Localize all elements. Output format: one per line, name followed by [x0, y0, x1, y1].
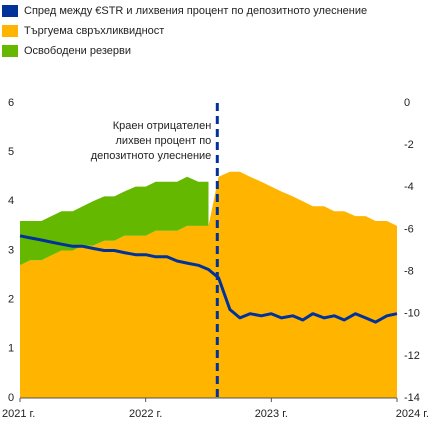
- x-tick-label: 2022 г.: [129, 408, 162, 420]
- y-tick-label: 5: [8, 146, 14, 158]
- y2-tick-label: -12: [404, 350, 420, 362]
- annotation: лихвен процент по: [116, 135, 212, 147]
- y2-tick-label: -14: [404, 392, 420, 404]
- legend-label: Спред между €STR и лихвения процент по д…: [24, 5, 367, 17]
- y-tick-label: 3: [8, 244, 14, 256]
- legend-swatch: [2, 25, 18, 37]
- legend-label: Освободени резерви: [24, 45, 131, 57]
- y2-tick-label: -8: [404, 265, 414, 277]
- y2-tick-label: -2: [404, 139, 414, 151]
- x-tick-label: 2024 г.: [396, 408, 429, 420]
- x-tick-label: 2021 г.: [2, 408, 35, 420]
- y2-tick-label: -10: [404, 308, 420, 320]
- area: [20, 176, 209, 266]
- legend-swatch: [2, 5, 18, 17]
- area: [20, 171, 397, 398]
- annotation: депозитното улеснение: [91, 150, 212, 162]
- x-tick-label: 2023 г.: [255, 408, 288, 420]
- line: [19, 234, 398, 324]
- y-tick-label: 1: [8, 343, 14, 355]
- y2-tick-label: -6: [404, 223, 414, 235]
- y-tick-label: 4: [8, 195, 14, 207]
- legend-swatch: [2, 45, 18, 57]
- annotation: Краен отрицателен: [113, 120, 212, 132]
- legend-label: Търгуема свръхликвидност: [24, 25, 164, 37]
- y2-tick-label: -4: [404, 181, 414, 193]
- y-tick-label: 6: [8, 97, 14, 109]
- y-tick-label: 0: [8, 392, 14, 404]
- y-tick-label: 2: [8, 294, 14, 306]
- y2-tick-label: 0: [404, 97, 410, 109]
